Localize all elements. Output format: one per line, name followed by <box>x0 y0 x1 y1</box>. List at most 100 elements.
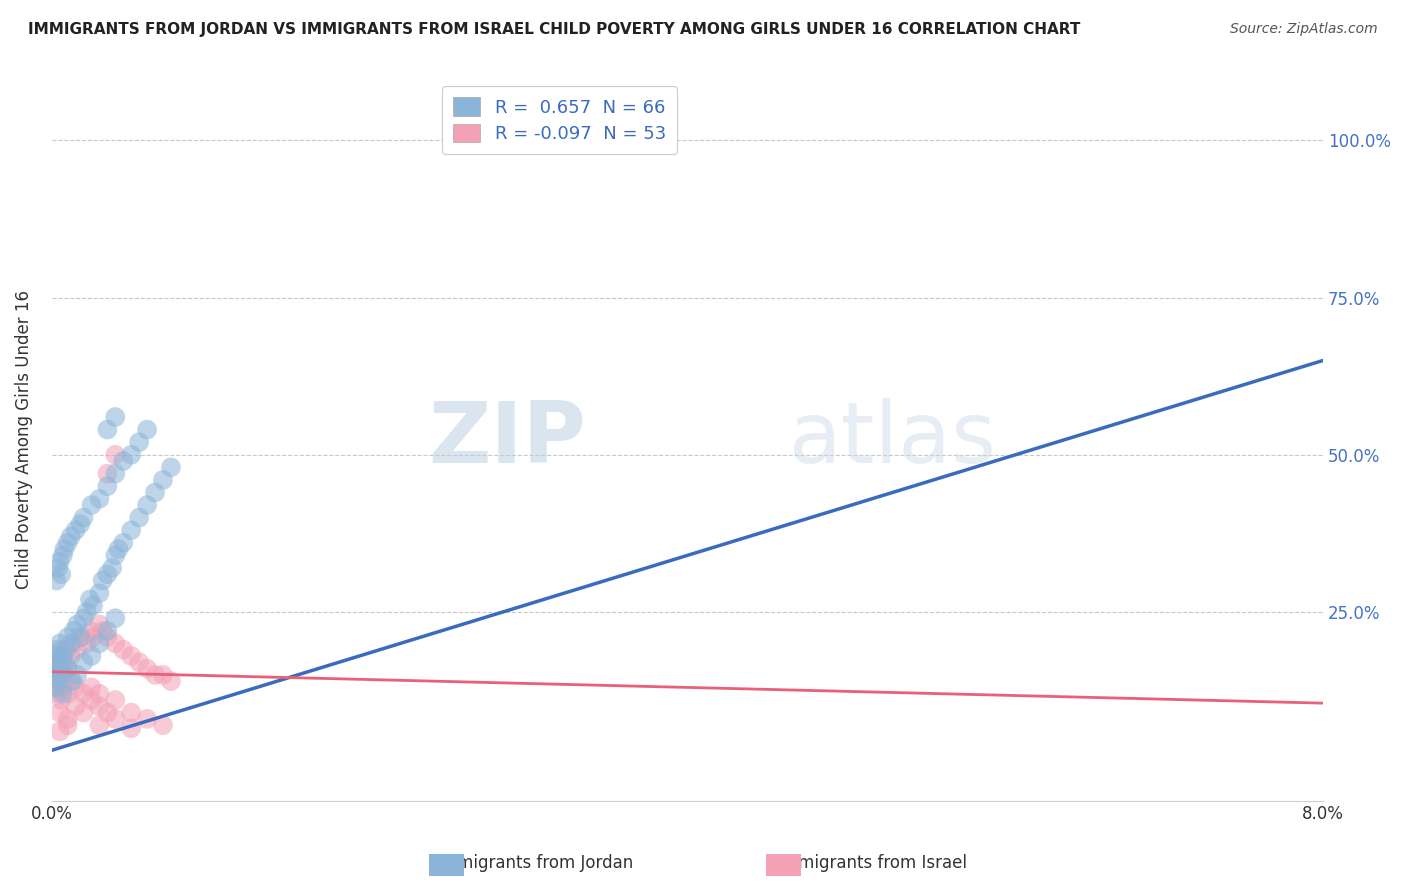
Point <box>96 567 118 582</box>
Point <box>45 662 67 676</box>
Point <box>136 662 159 676</box>
Point <box>59 648 82 663</box>
Point <box>160 674 183 689</box>
Point <box>51 693 73 707</box>
Point <box>46 687 69 701</box>
Point <box>107 542 129 557</box>
Point <box>52 648 75 663</box>
Point <box>136 712 159 726</box>
Point <box>112 642 135 657</box>
Point <box>80 693 103 707</box>
Point <box>41 655 63 669</box>
Point <box>72 611 94 625</box>
Point <box>45 574 67 588</box>
Point <box>53 542 76 557</box>
Point <box>65 699 87 714</box>
Point <box>143 485 166 500</box>
Point <box>104 448 127 462</box>
Point <box>79 592 101 607</box>
Point <box>56 687 79 701</box>
Point <box>89 687 111 701</box>
Point <box>56 712 79 726</box>
Point <box>52 687 75 701</box>
Point <box>112 536 135 550</box>
Point <box>42 655 65 669</box>
Point <box>79 624 101 638</box>
Point <box>96 624 118 638</box>
Point <box>96 706 118 720</box>
Point <box>44 655 66 669</box>
Point <box>56 630 79 644</box>
Point <box>44 674 66 689</box>
Point <box>89 491 111 506</box>
Point <box>104 549 127 563</box>
Point <box>120 448 142 462</box>
Point <box>52 642 75 657</box>
Point <box>48 668 70 682</box>
Point <box>80 681 103 695</box>
Point <box>72 706 94 720</box>
Point <box>55 642 77 657</box>
Point <box>89 617 111 632</box>
Point <box>63 624 86 638</box>
Point <box>89 718 111 732</box>
Point <box>48 724 70 739</box>
Point <box>96 467 118 481</box>
Point <box>82 599 104 613</box>
Point <box>66 642 89 657</box>
Point <box>45 642 67 657</box>
Point <box>59 674 82 689</box>
Point <box>51 668 73 682</box>
Point <box>120 706 142 720</box>
Point <box>48 648 70 663</box>
Point <box>104 693 127 707</box>
Point <box>66 668 89 682</box>
Point <box>80 648 103 663</box>
Point <box>46 561 69 575</box>
Point <box>128 655 150 669</box>
Point <box>46 662 69 676</box>
Legend: R =  0.657  N = 66, R = -0.097  N = 53: R = 0.657 N = 66, R = -0.097 N = 53 <box>443 87 676 154</box>
Point <box>72 687 94 701</box>
Y-axis label: Child Poverty Among Girls Under 16: Child Poverty Among Girls Under 16 <box>15 290 32 589</box>
Point <box>152 473 174 487</box>
Point <box>120 648 142 663</box>
Point <box>152 718 174 732</box>
Point <box>96 479 118 493</box>
Text: Immigrants from Israel: Immigrants from Israel <box>776 855 967 872</box>
Point <box>48 706 70 720</box>
Point <box>89 699 111 714</box>
Point <box>104 712 127 726</box>
Point <box>120 721 142 735</box>
Point <box>63 636 86 650</box>
Point <box>44 655 66 669</box>
Point <box>104 467 127 481</box>
Point <box>160 460 183 475</box>
Point <box>72 630 94 644</box>
Point <box>82 630 104 644</box>
Point <box>45 681 67 695</box>
Point <box>52 681 75 695</box>
Text: atlas: atlas <box>789 398 997 481</box>
Point <box>62 674 84 689</box>
Point <box>56 718 79 732</box>
Point <box>48 555 70 569</box>
Point <box>66 617 89 632</box>
Point <box>80 498 103 512</box>
Point <box>136 498 159 512</box>
Point <box>65 523 87 537</box>
Point <box>72 655 94 669</box>
Point <box>96 423 118 437</box>
Point <box>152 668 174 682</box>
Point <box>76 636 98 650</box>
Point <box>76 605 98 619</box>
Point <box>136 423 159 437</box>
Point <box>65 681 87 695</box>
Point <box>59 529 82 543</box>
Point <box>56 662 79 676</box>
Point <box>112 454 135 468</box>
Point <box>101 561 124 575</box>
Point <box>52 549 75 563</box>
Point <box>48 636 70 650</box>
Point <box>128 435 150 450</box>
